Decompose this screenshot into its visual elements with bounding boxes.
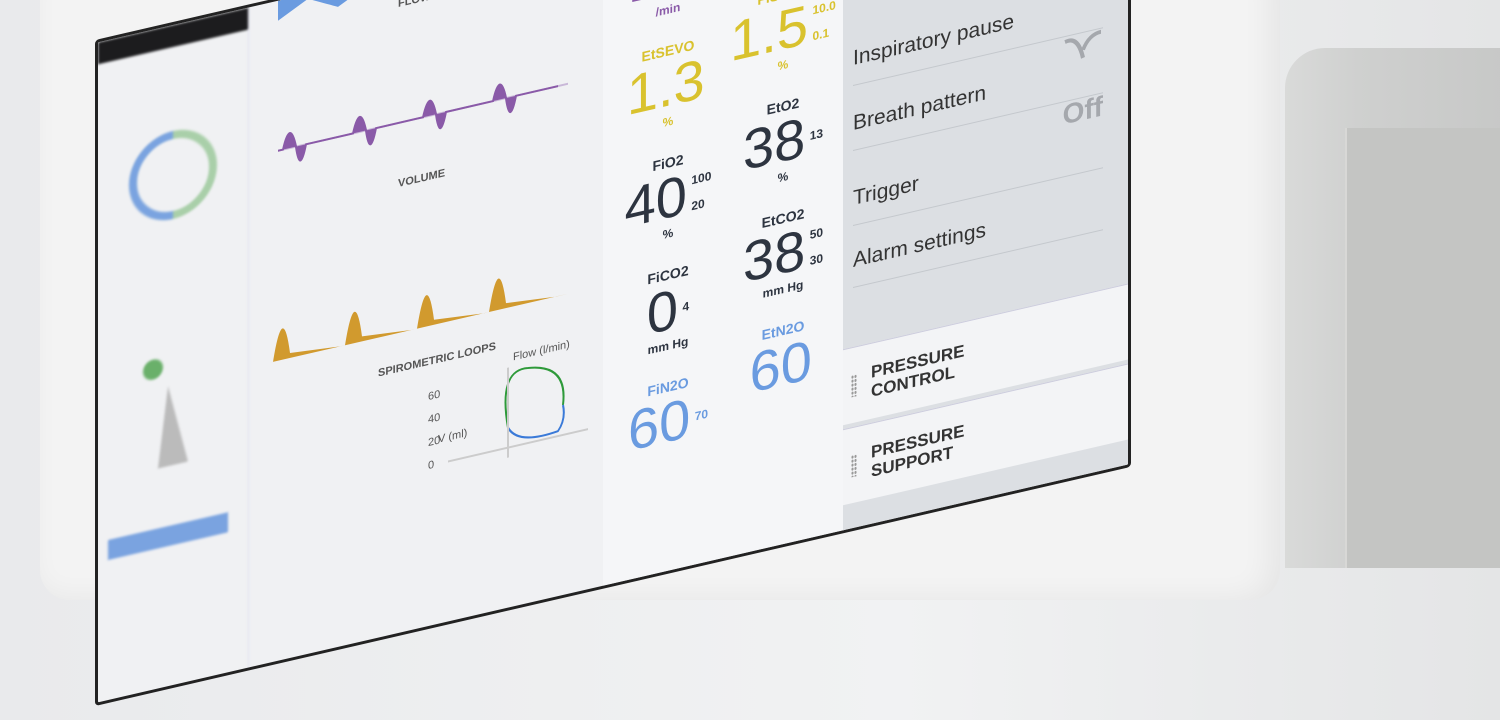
setting-label: Inspiratory pause (853, 9, 1015, 71)
waveforms-panel: FLOW VOLUME SPIROMETRIC LOOPS Flow (l/mi… (248, 0, 604, 668)
high-limit: 100 (691, 168, 712, 188)
flow-waveform (278, 83, 558, 162)
value-number: 40 (624, 162, 687, 240)
measured-value-fisevo: FiSEVO 1.5 10.00.1 % (728, 0, 838, 85)
inspiratory-loop (504, 366, 565, 429)
measured-value-etco2: EtCO2 38 50 30 mm Hg (728, 197, 838, 308)
measured-value-etn2o: EtN2O 60 (728, 309, 838, 406)
mode-label: PRESSURE CONTROL (871, 340, 965, 401)
loop-tick: 0 (428, 458, 435, 473)
drag-handle-icon[interactable] (851, 453, 857, 477)
pressure-waveform (278, 0, 378, 21)
loop-axes (448, 367, 588, 463)
low-limit: 20 (691, 196, 705, 214)
monitor-screen: FLOW VOLUME SPIROMETRIC LOOPS Flow (l/mi… (95, 0, 1131, 706)
mode-label: PRESSURE SUPPORT (871, 420, 965, 481)
high-limit: 4 (682, 298, 690, 315)
measured-value-etsevo: EtSEVO 1.3 % (613, 30, 723, 141)
measured-values-panel: RRTOTAL 12 300 /min 1.2 EtSEVO 1.3 %FiSE… (603, 0, 844, 586)
setting-label: Trigger (853, 171, 919, 211)
settings-panel: Inspiratory pause Breath pattern Off Tri… (843, 0, 1128, 531)
low-limit: 30 (809, 250, 824, 269)
value-number: 38 (742, 105, 806, 183)
measured-value-fin2o: FiN2O 60 70 (613, 366, 723, 463)
low-limit: 0.1 (812, 25, 830, 44)
measured-value-fico2: FiCO2 0 4 mm Hg (613, 254, 723, 365)
volume-waveform (268, 278, 568, 364)
low-limit: 13 (809, 125, 824, 144)
value-number: 60 (749, 327, 812, 405)
setting-label: Breath pattern (853, 81, 987, 136)
overview-graphics (108, 129, 228, 560)
breath-pattern-icon (1063, 25, 1103, 71)
waveform-canvas (268, 0, 588, 463)
measured-value-eto2: EtO2 38 13 % (728, 85, 838, 196)
value-number: 0 (646, 276, 678, 347)
expiratory-loop (507, 404, 565, 439)
value-number: 60 (627, 385, 691, 463)
high-limit: 50 (809, 224, 824, 243)
setting-label: Alarm settings (853, 218, 987, 273)
drag-handle-icon[interactable] (851, 373, 857, 397)
device-side-unit (1285, 48, 1500, 568)
high-limit: 70 (694, 406, 709, 424)
measured-value-rrtotal: RRTOTAL 12 300 /min (613, 0, 723, 29)
measured-value-fio2: FiO2 40 100 20 % (613, 142, 723, 253)
patient-overview-panel (98, 7, 249, 703)
